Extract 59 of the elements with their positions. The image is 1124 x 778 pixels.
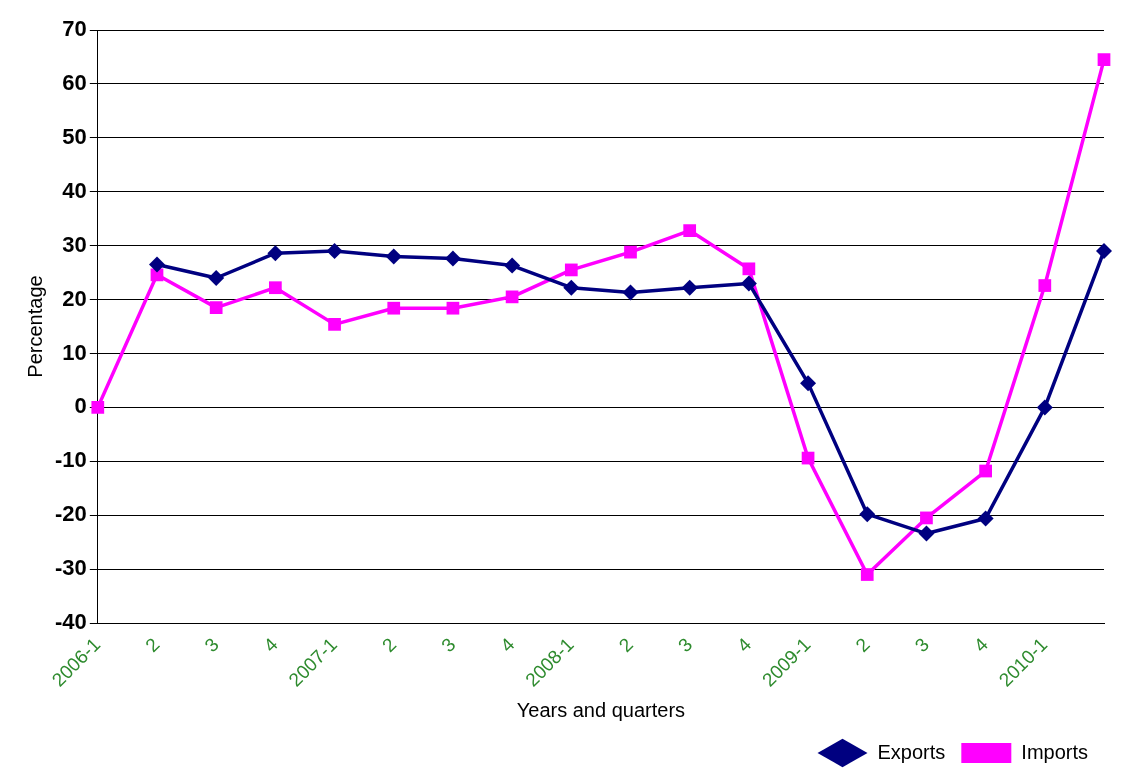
point	[860, 568, 874, 581]
point	[444, 250, 461, 267]
y-tick-label: 40	[62, 177, 87, 203]
y-tick-label: -30	[55, 555, 87, 581]
point	[977, 510, 994, 527]
y-tick-label: 70	[62, 16, 87, 42]
point	[681, 279, 698, 296]
point	[979, 464, 992, 478]
point	[622, 284, 639, 301]
y-tick-label: 30	[62, 231, 87, 257]
y-tick-label: -40	[55, 609, 87, 635]
x-tick-label: 3	[437, 633, 460, 657]
point	[446, 301, 460, 315]
point	[1097, 53, 1111, 67]
point	[328, 318, 341, 331]
x-tick-label: 2	[614, 633, 638, 657]
y-tick-label: 20	[62, 285, 87, 311]
x-tick-label: 2	[377, 633, 401, 657]
legend-label: Imports	[1021, 740, 1089, 763]
point	[209, 301, 223, 315]
y-tick-label: 50	[62, 123, 87, 149]
y-tick-label: 10	[62, 339, 87, 365]
point	[800, 375, 817, 392]
x-tick-label: 3	[673, 633, 697, 657]
x-axis-title: Years and quarters	[516, 698, 686, 721]
y-tick-label: 0	[74, 393, 87, 419]
legend-label: Exports	[877, 740, 946, 763]
point	[564, 263, 578, 277]
x-tick-label: 4	[496, 633, 519, 657]
x-tick-label: 3	[910, 633, 933, 657]
point	[385, 248, 402, 265]
point	[624, 245, 637, 259]
point	[1096, 243, 1112, 260]
point	[740, 275, 757, 292]
point	[504, 257, 521, 274]
point	[269, 281, 282, 295]
x-tick-label: 4	[969, 633, 993, 657]
point	[683, 224, 697, 237]
point	[1036, 399, 1053, 416]
x-tick-label: 4	[733, 633, 756, 657]
point	[148, 256, 165, 273]
y-tick-label: -20	[55, 501, 87, 527]
y-tick-label: 60	[62, 69, 87, 95]
point	[742, 262, 756, 276]
point	[267, 245, 284, 262]
point	[918, 525, 935, 542]
x-tick-label: 2	[851, 633, 874, 657]
point	[208, 270, 225, 286]
point	[326, 243, 343, 260]
x-tick-label: 3	[200, 633, 223, 657]
point	[563, 279, 580, 296]
y-tick-label: -10	[55, 447, 87, 473]
point	[1038, 279, 1052, 292]
x-tick-label: 2	[141, 633, 164, 657]
point	[920, 511, 933, 525]
point	[387, 301, 401, 315]
point	[859, 506, 876, 523]
y-axis-title: Percentage	[23, 275, 46, 378]
x-tick-label: 4	[259, 633, 283, 657]
